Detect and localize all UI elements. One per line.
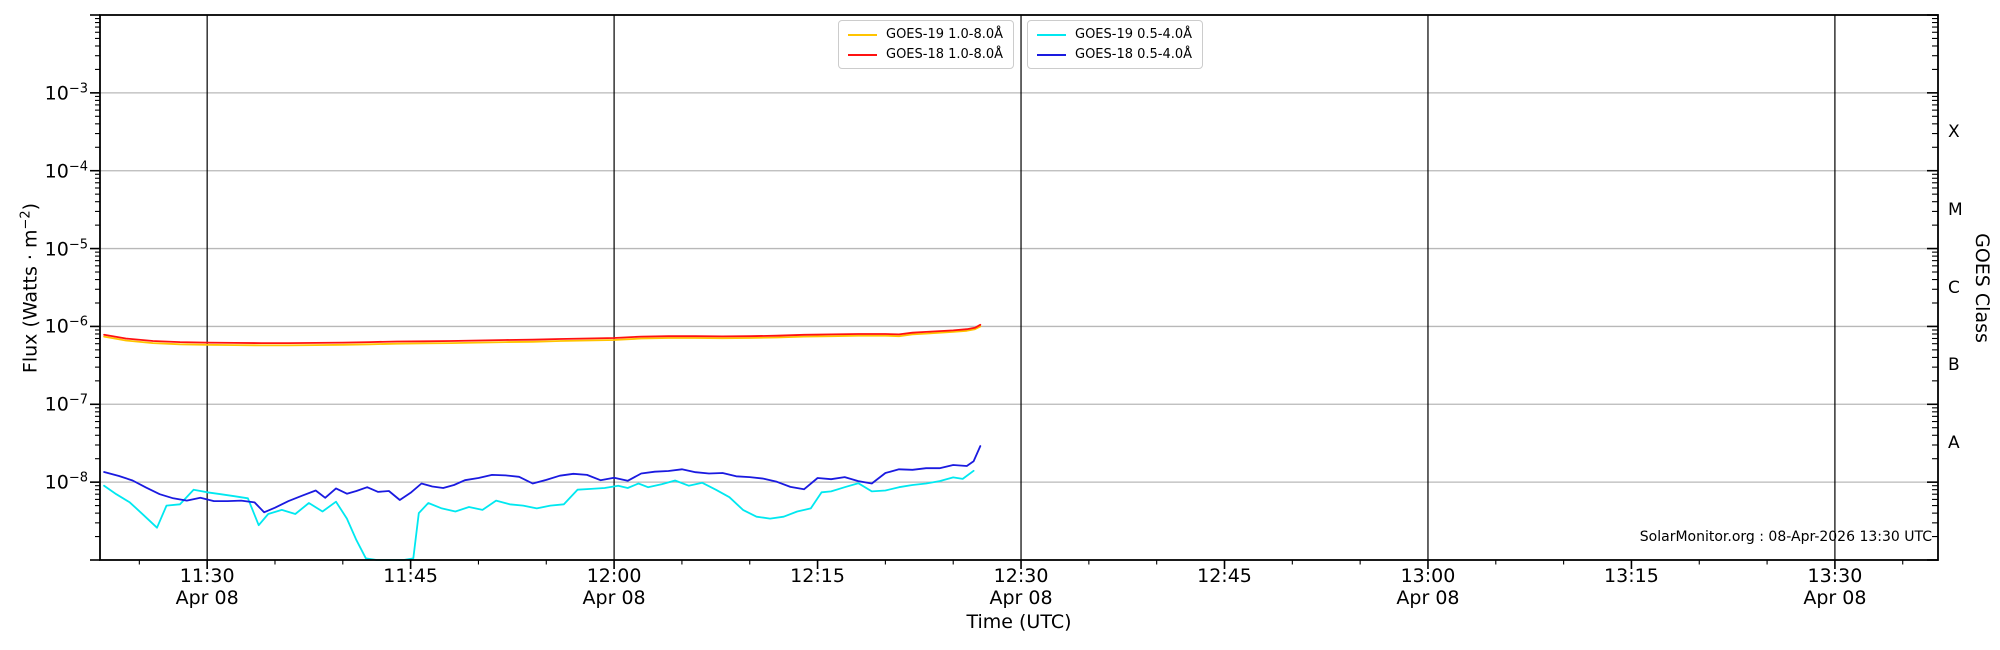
flux-curve-3 [103,445,982,514]
legend-entry: GOES-18 1.0-8.0Å [848,46,1003,63]
goes-class-tick-label: C [1948,277,1960,298]
y-tick-label: 10−5 [44,236,88,261]
y-axis-label-exponent: −2 [18,210,34,230]
x-tick-date-label: Apr 08 [989,587,1053,609]
x-tick-label: 13:15 [1604,565,1659,587]
x-tick-label: 13:00 [1400,565,1456,587]
x-tick-label: 12:15 [790,565,845,587]
x-tick-label: 13:30 [1807,565,1863,587]
flux-curve-2 [103,469,975,561]
y-tick-label: 10−7 [44,392,88,416]
legend-box-long-channel: GOES-19 1.0-8.0Å GOES-18 1.0-8.0Å [838,20,1015,69]
legend-line-swatch [1037,53,1066,56]
footer-credit: SolarMonitor.org : 08-Apr-2026 13:30 UTC [1639,529,1932,545]
x-tick-label: 11:30 [179,565,235,587]
x-tick-date-label: Apr 08 [175,587,239,609]
y-axis-label-post: ) [19,202,42,211]
plot-frame [99,14,1939,561]
y-tick-label: 10−8 [44,470,88,494]
x-tick-label: 11:45 [383,565,439,587]
x-tick-label: 12:30 [993,565,1049,587]
flux-curve-1 [103,323,982,345]
goes-class-tick-label: X [1948,121,1960,142]
legend-entry-label: GOES-18 0.5-4.0Å [1075,47,1193,62]
y-tick-label: 10−3 [44,81,88,105]
legend-entry-label: GOES-19 1.0-8.0Å [886,27,1004,42]
x-axis-label: Time (UTC) [966,611,1072,633]
goes-class-axis-label: GOES Class [1971,233,1993,343]
legend-box-short-channel: GOES-19 0.5-4.0Å GOES-18 0.5-4.0Å [1027,20,1204,69]
x-tick-date-label: Apr 08 [1803,587,1867,609]
legend-entry: GOES-18 0.5-4.0Å [1037,46,1192,63]
goes-class-tick-label: A [1948,433,1960,454]
legend-entry-label: GOES-18 1.0-8.0Å [886,47,1004,62]
x-tick-date-label: Apr 08 [582,587,646,609]
goes-class-tick-label: M [1948,199,1963,220]
legend-entry: GOES-19 1.0-8.0Å [848,26,1003,43]
legend-line-swatch [848,33,877,36]
x-tick-label: 12:00 [586,565,642,587]
legend-line-swatch [1037,33,1066,36]
x-tick-label: 12:45 [1197,565,1252,587]
legend-entry: GOES-19 0.5-4.0Å [1037,26,1192,43]
x-tick-date-label: Apr 08 [1396,587,1460,609]
y-tick-label: 10−4 [44,159,88,183]
goes-class-tick-label: B [1948,355,1960,376]
y-tick-label: 10−6 [44,314,88,339]
flux-curve-0 [103,325,982,347]
legend-line-swatch [848,53,877,56]
y-axis-label: Flux (Watts · m−2) [18,203,41,373]
legend-entry-label: GOES-19 0.5-4.0Å [1075,27,1193,42]
